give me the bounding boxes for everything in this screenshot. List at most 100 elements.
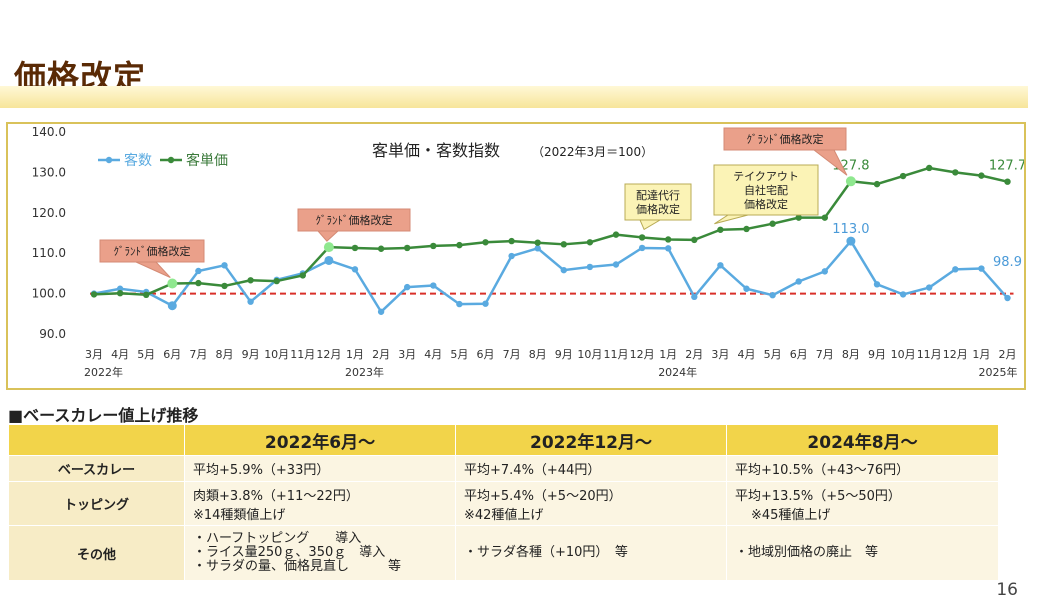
customer-count-data-point bbox=[482, 300, 489, 307]
annotation-callout-box bbox=[99, 239, 205, 263]
legend-marker-customer-spend bbox=[167, 156, 175, 164]
customer-spend-data-point bbox=[743, 225, 750, 233]
legend-marker-customer-count bbox=[105, 156, 113, 164]
x-tick-label: 12月 bbox=[630, 348, 655, 361]
customer-spend-data-point bbox=[247, 277, 254, 284]
annotation-callout-tail bbox=[316, 230, 340, 242]
customer-count-data-point bbox=[195, 267, 202, 275]
cell-text: 平均+13.5%（+5～50円） bbox=[735, 488, 901, 504]
customer-spend-data-point bbox=[508, 237, 515, 245]
revision-highlight-point bbox=[846, 236, 856, 246]
page-number: 16 bbox=[996, 580, 1018, 600]
legend-label-customer-spend: 客単価 bbox=[186, 152, 228, 169]
customer-count-data-point bbox=[743, 285, 750, 292]
table-cell: 平均+13.5%（+5～50円） ※45種値上げ bbox=[726, 481, 999, 526]
customer-count-data-point bbox=[221, 262, 228, 269]
customer-count-data-point bbox=[116, 285, 124, 292]
x-tick-label: 2月 bbox=[372, 348, 390, 361]
cell-note: ※45種値上げ bbox=[751, 507, 831, 523]
x-tick-label: 4月 bbox=[738, 348, 756, 361]
chart-frame: 90.0 100.0 110.0 120.0 130.0 140.0 3月 4月 5月 6月 7月 8… bbox=[6, 122, 1026, 390]
revision-highlight-point bbox=[167, 301, 177, 311]
x-tick-label: 1月 bbox=[346, 348, 364, 361]
customer-count-data-point bbox=[534, 245, 541, 252]
customer-spend-data-point bbox=[717, 226, 724, 233]
data-label: 98.9 bbox=[993, 255, 1022, 270]
x-tick-label: 7月 bbox=[816, 348, 834, 361]
customer-spend-data-point bbox=[665, 236, 672, 243]
customer-spend-data-point bbox=[586, 239, 594, 246]
customer-spend-data-point bbox=[899, 172, 907, 180]
customer-spend-data-point bbox=[612, 231, 620, 238]
y-tick-label: 110.0 bbox=[32, 246, 66, 260]
customer-spend-data-point bbox=[795, 214, 802, 221]
customer-count-data-point bbox=[247, 298, 254, 305]
table-cell: ・ハーフトッピング 導入 ・ライス量250ｇ、350ｇ 導入 ・サラダの量、価格… bbox=[184, 525, 456, 581]
x-tick-label: 8月 bbox=[842, 348, 860, 361]
customer-spend-data-point bbox=[821, 214, 828, 221]
price-revision-table: 2022年6月～ 2022年12月～ 2024年8月～ ベースカレー 平均+5.… bbox=[8, 424, 999, 581]
x-tick-label: 11月 bbox=[290, 348, 315, 361]
table-row: その他 ・ハーフトッピング 導入 ・ライス量250ｇ、350ｇ 導入 ・サラダの… bbox=[8, 525, 999, 581]
row-label-other: その他 bbox=[8, 525, 185, 581]
index-line-chart: 90.0 100.0 110.0 120.0 130.0 140.0 3月 4月 5月 6月 7月 8… bbox=[32, 125, 1024, 379]
customer-spend-data-point bbox=[769, 220, 776, 227]
x-tick-label: 1月 bbox=[659, 348, 677, 361]
table-header-row: 2022年6月～ 2022年12月～ 2024年8月～ bbox=[8, 424, 999, 456]
customer-count-data-point bbox=[560, 266, 567, 274]
x-tick-label: 2月 bbox=[685, 348, 703, 361]
x-tick-label: 10月 bbox=[891, 348, 916, 361]
cell-text: ・地域別価格の廃止 等 bbox=[735, 545, 879, 560]
x-tick-label: 12月 bbox=[316, 348, 341, 361]
annotation-text: 自社宅配 bbox=[744, 183, 788, 197]
annotation-callout-tail bbox=[714, 214, 749, 225]
customer-count-data-point bbox=[873, 281, 881, 288]
data-label: 113.0 bbox=[832, 222, 869, 237]
x-tick-label: 3月 bbox=[398, 348, 416, 361]
annotation-callout-box bbox=[624, 183, 692, 221]
x-tick-label: 5月 bbox=[137, 348, 155, 361]
customer-count-data-point bbox=[691, 293, 698, 301]
annotation-text: 価格改定 bbox=[636, 202, 680, 216]
x-tick-label: 9月 bbox=[868, 348, 886, 361]
customer-spend-data-point bbox=[952, 169, 959, 176]
customer-count-data-point bbox=[795, 278, 802, 285]
x-tick-label: 6月 bbox=[163, 348, 181, 361]
customer-spend-data-point bbox=[351, 244, 359, 252]
cell-note: ※42種値上げ bbox=[464, 507, 544, 523]
customer-count-data-point bbox=[1004, 294, 1011, 302]
x-tick-label: 10月 bbox=[264, 348, 289, 361]
x-tick-label: 6月 bbox=[477, 348, 495, 361]
x-tick-label: 3月 bbox=[711, 348, 729, 361]
table-row: トッピング 肉類+3.8%（+11～22円） ※14種類値上げ 平均+5.4%（… bbox=[8, 481, 999, 526]
x-tick-label: 4月 bbox=[111, 348, 129, 361]
row-label-topping: トッピング bbox=[8, 481, 185, 526]
x-tick-label: 8月 bbox=[216, 348, 234, 361]
customer-spend-data-point bbox=[978, 172, 985, 179]
customer-count-data-point bbox=[899, 291, 907, 298]
x-tick-label: 7月 bbox=[189, 348, 207, 361]
x-tick-label: 5月 bbox=[764, 348, 782, 361]
annotation-text: ｸﾞﾗﾝﾄﾞ価格改定 bbox=[316, 213, 393, 227]
customer-spend-data-point bbox=[221, 282, 228, 290]
customer-count-data-point bbox=[952, 266, 959, 273]
annotation-callout-tail bbox=[135, 261, 171, 278]
customer-count-data-point bbox=[665, 245, 672, 252]
x-year-label: 2022年 bbox=[84, 365, 123, 379]
customer-count-data-point bbox=[377, 308, 385, 315]
cell-text: 平均+5.4%（+5～20円） bbox=[464, 488, 622, 504]
customer-count-data-point bbox=[508, 252, 515, 260]
customer-spend-data-point bbox=[143, 291, 150, 299]
title-underline-band bbox=[0, 86, 1028, 108]
chart-subtitle: （2022年3月＝100） bbox=[532, 145, 653, 159]
customer-spend-data-point bbox=[299, 272, 306, 279]
annotation-callout-box bbox=[723, 127, 847, 151]
revision-highlight-point bbox=[323, 242, 334, 253]
x-year-label: 2025年 bbox=[979, 365, 1018, 379]
customer-spend-data-point bbox=[691, 236, 698, 244]
annotation-text: ｸﾞﾗﾝﾄﾞ価格改定 bbox=[747, 132, 824, 146]
customer-count-data-point bbox=[351, 266, 359, 273]
x-tick-label: 1月 bbox=[972, 348, 990, 361]
customer-spend-data-point bbox=[1004, 178, 1011, 185]
table-row: ベースカレー 平均+5.9%（+33円） 平均+7.4%（+44円） 平均+10… bbox=[8, 455, 999, 482]
